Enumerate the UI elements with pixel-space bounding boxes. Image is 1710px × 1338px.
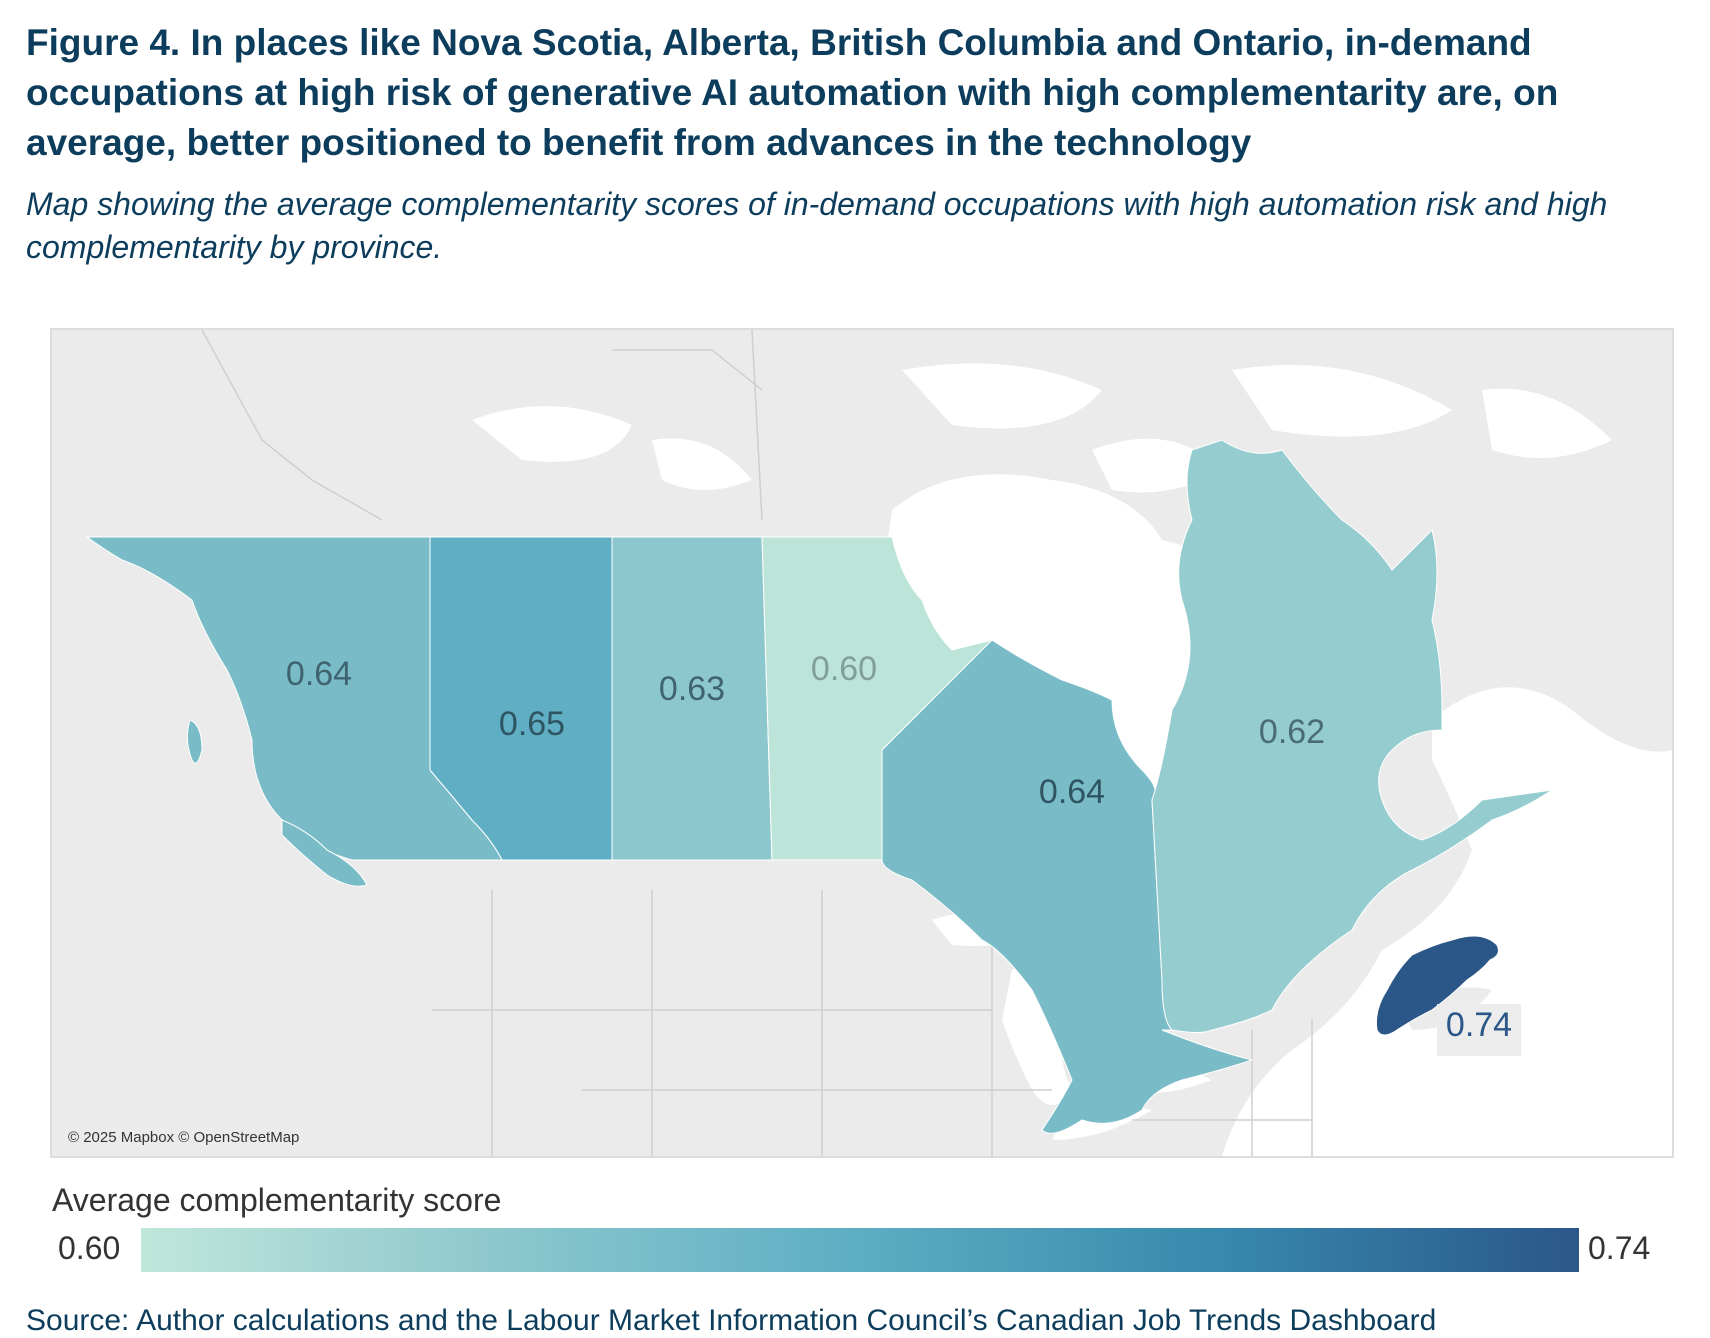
value-label-alberta: 0.65 xyxy=(499,705,565,743)
value-label-background xyxy=(1437,1004,1521,1056)
territory-borders xyxy=(201,330,763,521)
arctic-water xyxy=(652,438,752,490)
figure-title: Figure 4. In places like Nova Scotia, Al… xyxy=(26,22,1559,163)
value-label-british-columbia: 0.64 xyxy=(286,655,352,693)
value-label-quebec: 0.62 xyxy=(1259,713,1325,751)
legend-title: Average complementarity score xyxy=(52,1182,502,1218)
us-borders xyxy=(432,890,1313,1156)
province-alberta[interactable] xyxy=(429,536,613,861)
atlantic-water xyxy=(1222,687,1672,1156)
value-label-ontario: 0.64 xyxy=(1039,773,1105,811)
value-label-nova-scotia: 0.74 xyxy=(1446,1006,1512,1044)
map-panel[interactable]: 0.64 0.65 0.63 0.60 0.64 0.62 0.74 © 2025 Mapb… xyxy=(50,328,1674,1158)
legend-max-label: 0.74 xyxy=(1588,1230,1651,1266)
map-attribution: © 2025 Mapbox © OpenStreetMap xyxy=(68,1129,300,1146)
basemap: 0.64 0.65 0.63 0.60 0.64 0.62 0.74 xyxy=(52,330,1672,1156)
arctic-water xyxy=(472,406,632,462)
value-label-manitoba: 0.60 xyxy=(811,650,877,688)
province-labels: 0.64 0.65 0.63 0.60 0.64 0.62 0.74 xyxy=(286,650,1521,1056)
province-nova-scotia[interactable] xyxy=(1376,935,1499,1036)
province-ontario[interactable] xyxy=(881,639,1254,1134)
legend-min-label: 0.60 xyxy=(58,1230,121,1266)
arctic-water xyxy=(1232,365,1452,437)
province-quebec[interactable] xyxy=(1151,439,1553,1033)
legend-color-ramp xyxy=(141,1228,1579,1272)
value-label-saskatchewan: 0.63 xyxy=(659,670,725,708)
arctic-water xyxy=(902,363,1102,429)
source-note: Source: Author calculations and the Labo… xyxy=(26,1304,1437,1337)
figure-subtitle: Map showing the average complementarity … xyxy=(26,186,1608,265)
arctic-water xyxy=(1482,388,1612,458)
island-haida-gwaii[interactable] xyxy=(186,719,203,764)
island-vancouver[interactable] xyxy=(281,819,368,887)
